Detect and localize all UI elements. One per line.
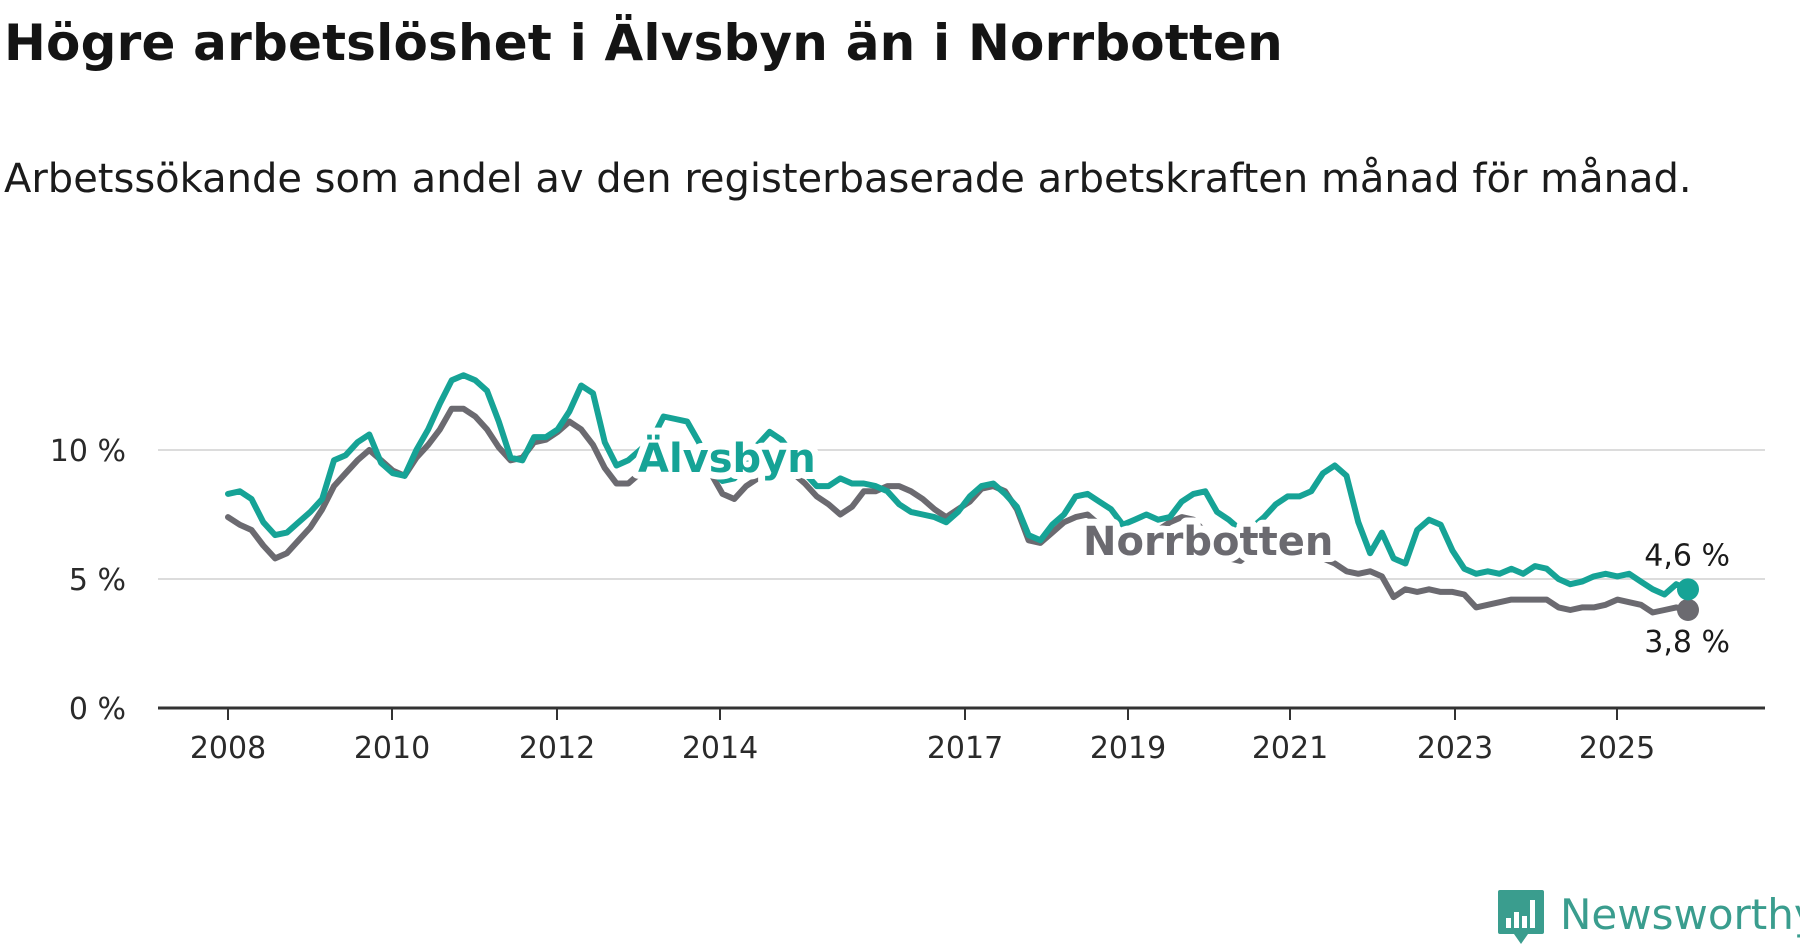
series-name-alvsbyn-halo: Älvsbyn <box>638 434 816 482</box>
x-tick-label: 2025 <box>1579 731 1655 766</box>
series-lines <box>225 372 1699 621</box>
x-tick-label: 2023 <box>1417 731 1493 766</box>
x-tick-label: 2012 <box>519 731 595 766</box>
brand-name: Newsworthy <box>1560 890 1800 939</box>
chart-title: Högre arbetslöshet i Älvsbyn än i Norrbo… <box>4 14 1283 72</box>
brand-logo: Newsworthy <box>1496 888 1800 948</box>
y-tick-label: 5 % <box>69 563 126 598</box>
x-tick-label: 2021 <box>1252 731 1328 766</box>
series-name-norrbotten: Norrbotten <box>1083 519 1333 565</box>
x-tick-label: 2019 <box>1090 731 1166 766</box>
x-tick-label: 2010 <box>354 731 430 766</box>
series-line-alvsbyn <box>225 372 1691 598</box>
y-tick-label: 0 % <box>69 692 126 727</box>
series-end-point <box>1677 598 1699 621</box>
series-end-label: 4,6 % <box>1644 538 1730 573</box>
y-tick-label: 10 % <box>50 434 126 469</box>
x-tick-label: 2017 <box>927 731 1003 766</box>
series-name-alvsbyn: Älvsbyn <box>638 434 816 482</box>
series-end-label: 3,8 % <box>1644 625 1730 660</box>
gridlines <box>158 449 1765 580</box>
y-axis: 0 % 5 % 10 % <box>50 434 126 727</box>
newsworthy-logo-icon <box>1498 890 1544 944</box>
x-axis: 2008 2010 2012 2014 2017 2019 2021 2023 2025 <box>158 706 1765 766</box>
series-name-norrbotten-halo: Norrbotten <box>1083 519 1333 565</box>
x-tick-label: 2008 <box>190 731 266 766</box>
series-labels: 3,8 %4,6 %ÄlvsbynÄlvsbynNorrbottenNorrbo… <box>631 427 1730 660</box>
x-tick-label: 2014 <box>682 731 758 766</box>
chart-subtitle: Arbetssökande som andel av den registerb… <box>4 156 1692 202</box>
series-end-point <box>1677 578 1699 601</box>
